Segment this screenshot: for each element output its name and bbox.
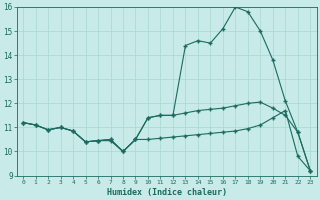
X-axis label: Humidex (Indice chaleur): Humidex (Indice chaleur) [107,188,227,197]
